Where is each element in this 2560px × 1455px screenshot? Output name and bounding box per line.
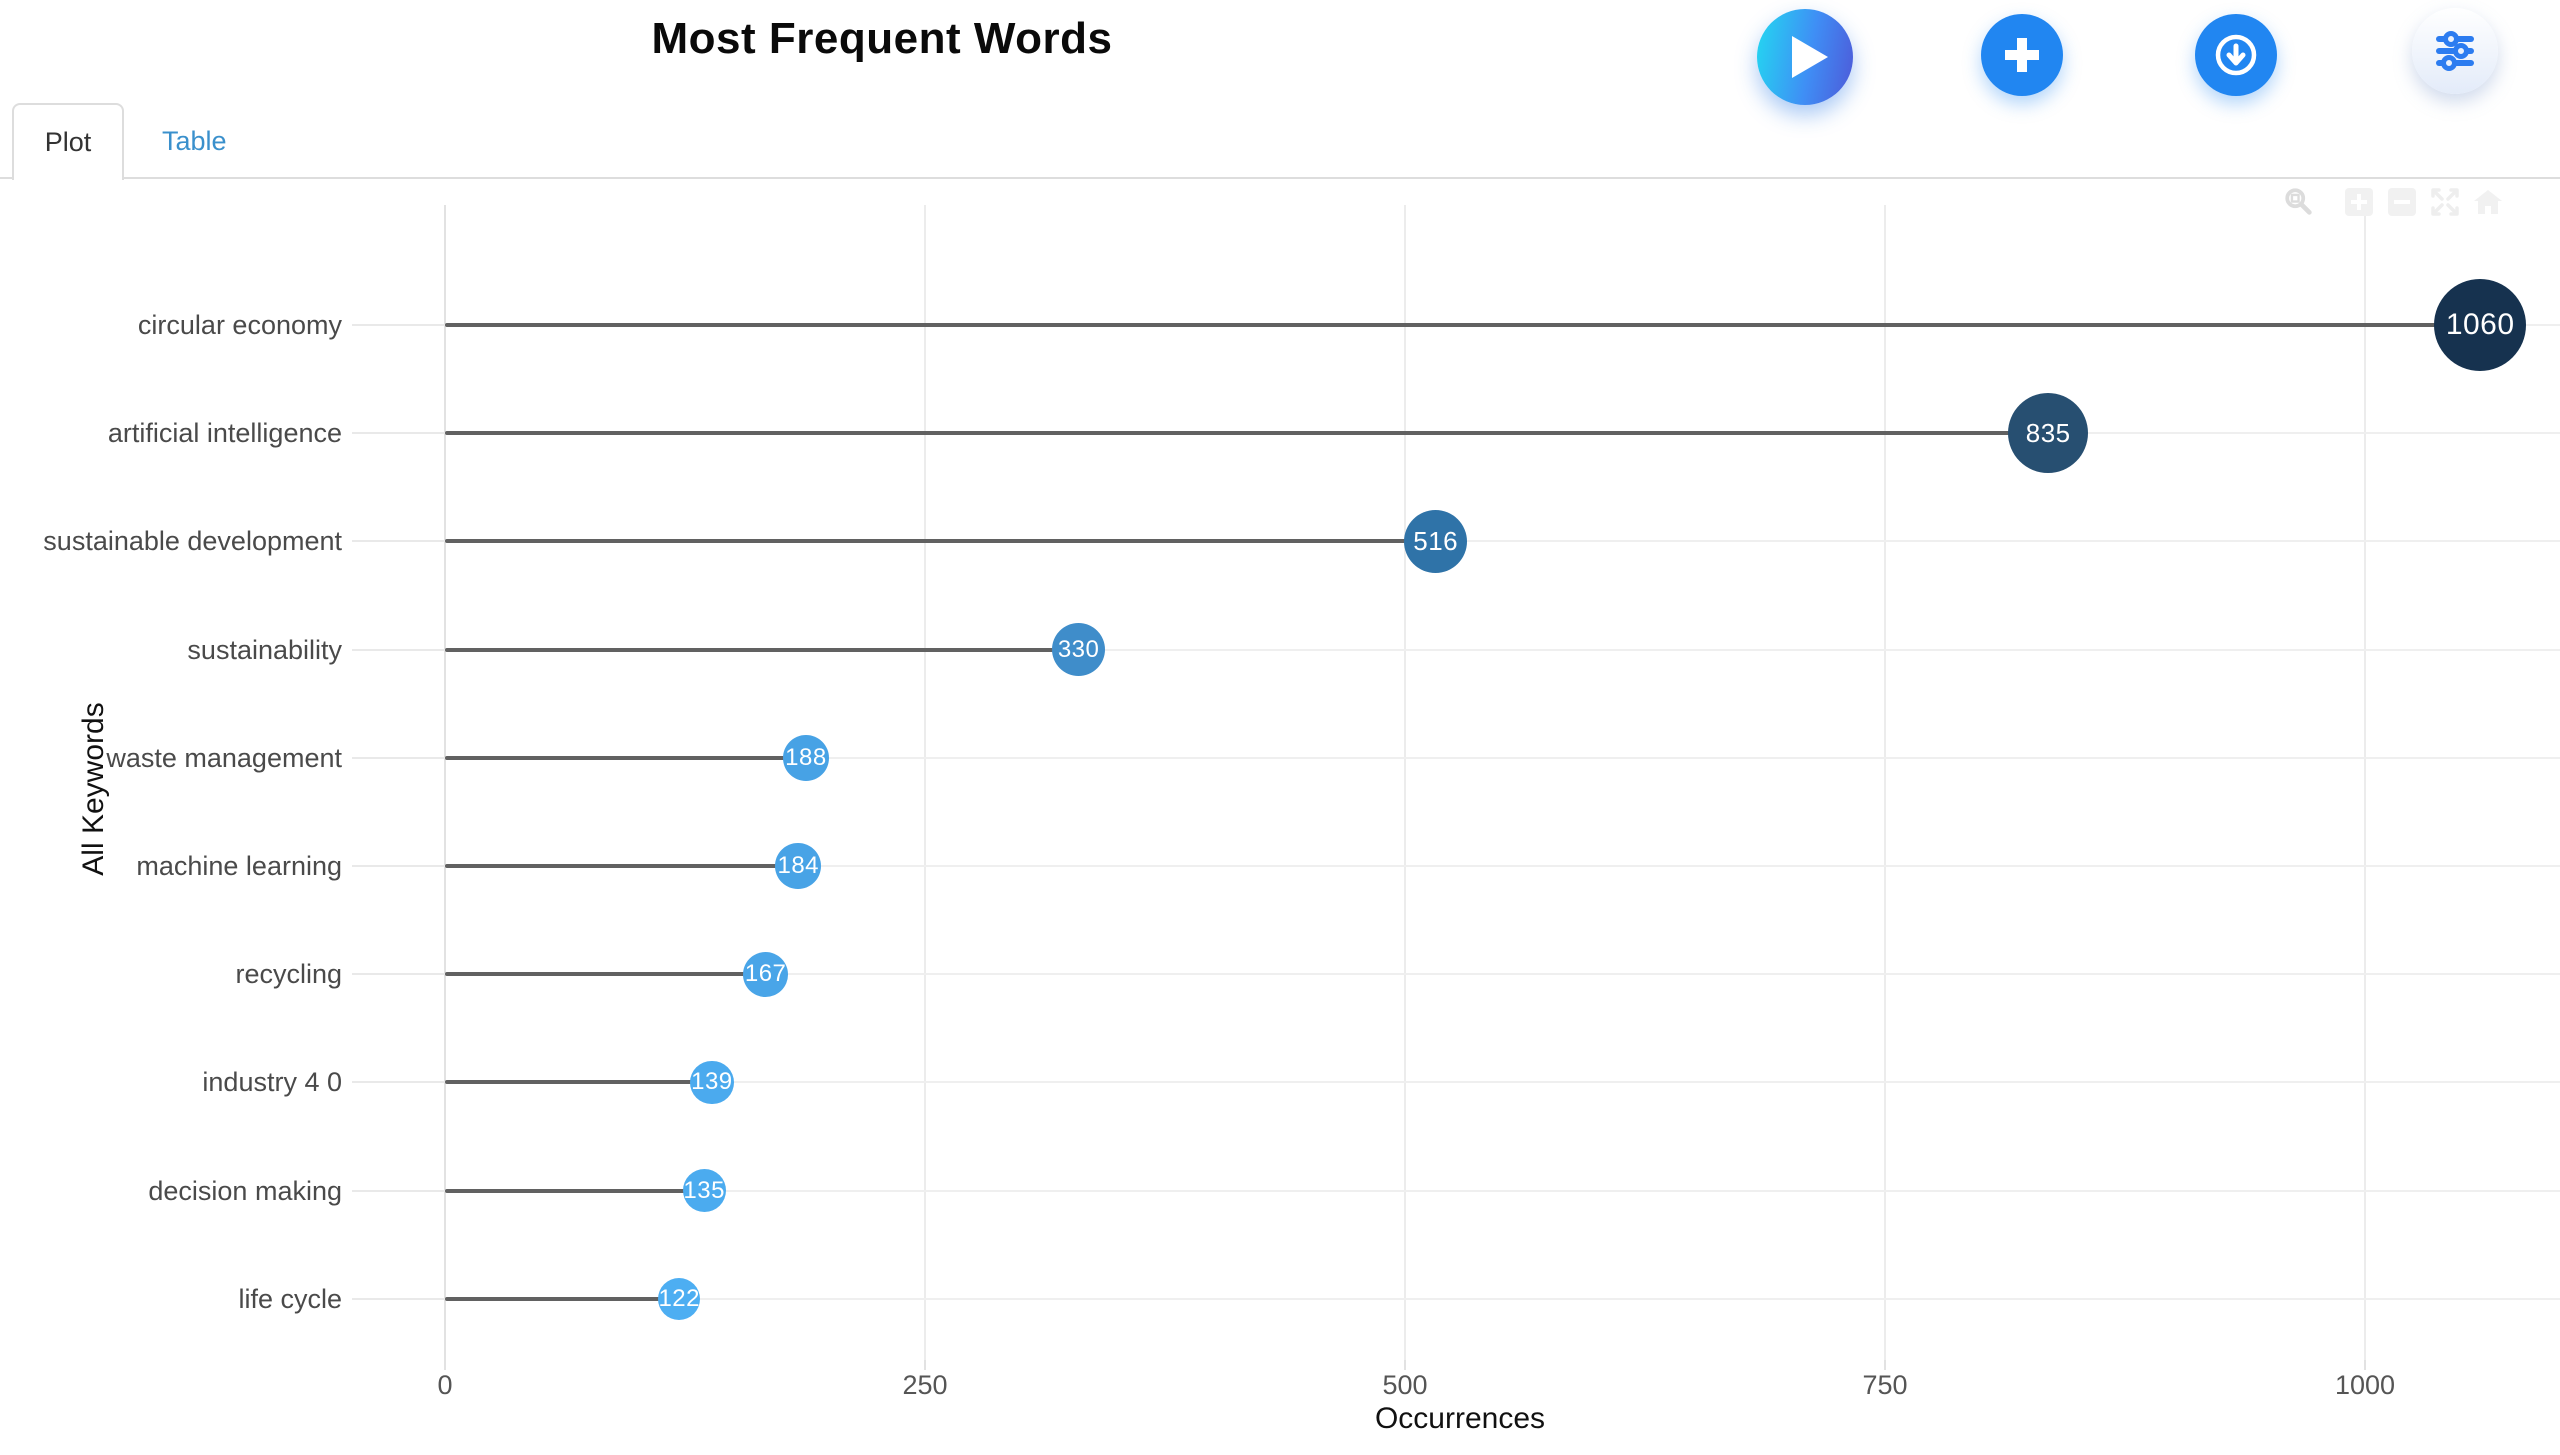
y-axis-label: machine learning [136,851,342,881]
lollipop-stem [445,1188,705,1193]
lollipop-stem [445,972,766,977]
y-axis-label: life cycle [238,1283,342,1314]
x-axis-zeroline [444,205,446,1360]
lollipop-stem [445,647,1079,652]
data-point[interactable]: 139 [690,1060,734,1105]
lollipop-stem [445,431,2049,436]
data-point[interactable]: 188 [782,734,829,781]
y-tick-mark [352,540,445,543]
data-point[interactable]: 122 [658,1277,701,1320]
page-title: Most Frequent Words [651,14,1113,63]
y-axis-label: sustainable development [43,526,342,557]
tab-plot[interactable]: Plot [12,103,124,180]
lollipop-stem [445,1296,680,1301]
y-tick-mark [352,1297,445,1300]
y-tick-mark [352,865,445,867]
play-button[interactable] [1757,9,1853,105]
lollipop-stem [445,323,2481,327]
lollipop-stem [445,1080,712,1085]
y-gridline [445,540,2560,543]
x-tick-label: 0 [437,1370,453,1400]
x-gridline [924,205,926,1360]
x-axis-title: Occurrences [1374,1402,1546,1435]
x-gridline [1404,205,1406,1360]
add-button[interactable] [1981,14,2063,96]
reset-home-icon[interactable] [2472,186,2504,218]
x-tick-mark [1404,1360,1406,1370]
lollipop-stem [445,864,799,868]
sliders-icon [2430,26,2480,76]
x-tick-mark [444,1360,446,1370]
zoom-in-icon[interactable] [2343,186,2375,218]
settings-button[interactable] [2412,8,2498,94]
lollipop-stem [445,539,1436,544]
x-gridline [2364,205,2366,1360]
tabbar-divider [0,177,2560,179]
data-point[interactable]: 167 [743,951,789,997]
y-tick-mark [352,1189,445,1192]
y-tick-mark [352,648,445,651]
y-axis-label: industry 4 0 [202,1067,342,1098]
autoscale-icon[interactable] [2429,186,2461,218]
y-gridline [445,648,2560,651]
y-gridline [445,1081,2560,1084]
data-point[interactable]: 135 [682,1169,726,1213]
y-axis-label: waste management [106,742,342,773]
y-tick-mark [352,1081,445,1084]
lollipop-stem [445,755,806,760]
y-tick-mark [352,324,445,326]
y-axis-label: circular economy [137,310,342,340]
data-point[interactable]: 1060 [2434,279,2527,371]
zoom-out-icon[interactable] [2386,186,2418,218]
y-axis-title: All Keywords [77,702,110,876]
y-axis-label: sustainability [187,634,342,665]
data-point[interactable]: 835 [2008,393,2089,474]
y-gridline [445,1297,2560,1300]
plot-modebar [2283,186,2504,218]
tab-table[interactable]: Table [162,125,227,156]
y-tick-mark [352,973,445,976]
x-tick-mark [1884,1360,1886,1370]
x-gridline [1884,205,1886,1360]
x-tick-label: 750 [1862,1370,1908,1400]
x-tick-label: 250 [902,1370,948,1400]
y-tick-mark [352,756,445,759]
plus-icon [2001,34,2043,76]
data-point[interactable]: 330 [1051,622,1106,677]
data-point[interactable]: 516 [1404,509,1468,574]
x-tick-mark [2364,1360,2366,1370]
y-axis-label: artificial intelligence [107,418,342,449]
y-tick-mark [352,432,445,435]
play-icon [1790,34,1830,80]
y-gridline [445,1189,2560,1192]
x-tick-label: 500 [1382,1370,1428,1400]
download-button[interactable] [2195,14,2277,96]
download-icon [2210,29,2262,81]
y-axis-label: decision making [148,1175,342,1206]
y-gridline [445,973,2560,976]
y-gridline [445,865,2560,867]
x-tick-label: 1000 [2334,1370,2396,1400]
y-gridline [445,756,2560,759]
y-axis-label: recycling [235,959,342,990]
zoom-icon[interactable] [2283,186,2315,218]
x-tick-mark [924,1360,926,1370]
data-point[interactable]: 184 [775,843,822,889]
